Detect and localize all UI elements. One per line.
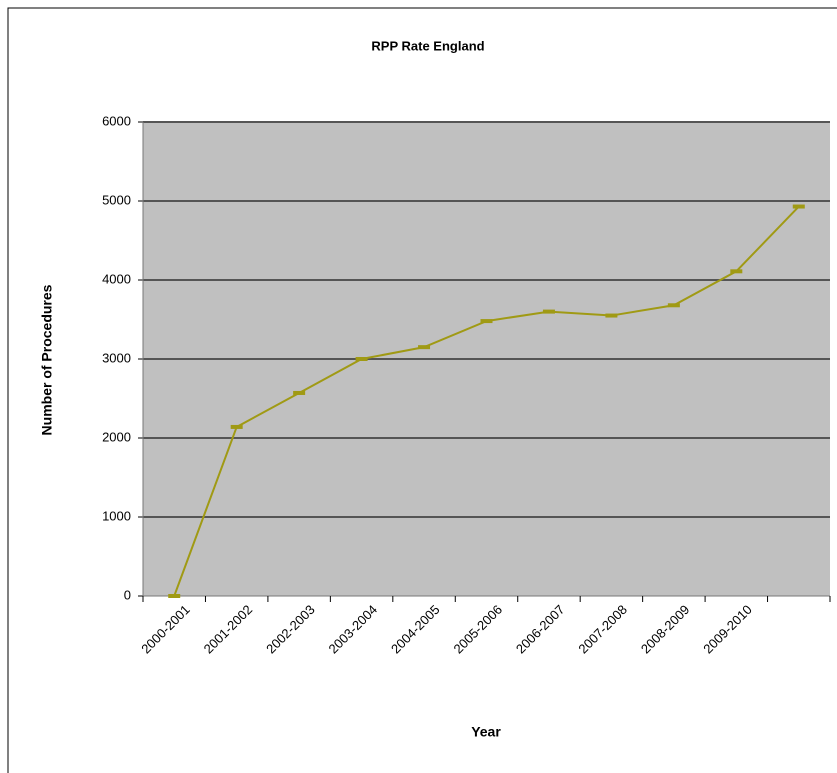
- y-tick-label: 2000: [102, 429, 131, 444]
- y-tick-label: 6000: [102, 113, 131, 128]
- x-axis-label: Year: [471, 724, 501, 740]
- y-tick-label: 0: [124, 587, 131, 602]
- y-tick-label: 4000: [102, 271, 131, 286]
- y-tick-label: 3000: [102, 350, 131, 365]
- y-tick-label: 1000: [102, 508, 131, 523]
- y-tick-label: 5000: [102, 192, 131, 207]
- y-axis-label: Number of Procedures: [39, 284, 55, 435]
- chart-title: RPP Rate England: [371, 38, 484, 53]
